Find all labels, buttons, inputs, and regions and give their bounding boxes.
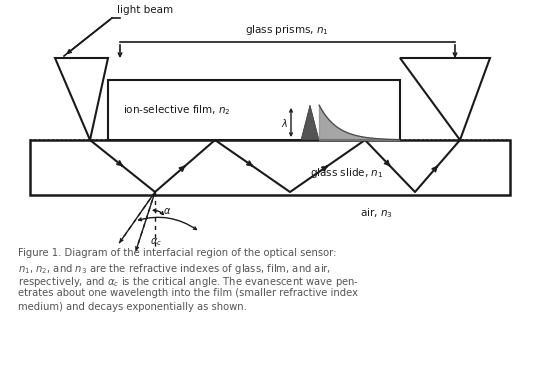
Text: ion-selective film, $n_2$: ion-selective film, $n_2$ <box>123 103 231 117</box>
Text: air, $n_3$: air, $n_3$ <box>360 206 393 220</box>
Polygon shape <box>55 58 108 140</box>
Bar <box>30 140 510 195</box>
Text: glass prisms, $n_1$: glass prisms, $n_1$ <box>245 23 329 37</box>
Text: medium) and decays exponentially as shown.: medium) and decays exponentially as show… <box>18 302 247 312</box>
Text: glass slide, $n_1$: glass slide, $n_1$ <box>310 166 383 179</box>
Text: $\alpha$: $\alpha$ <box>163 206 171 216</box>
Polygon shape <box>301 105 319 140</box>
Text: light beam: light beam <box>117 5 173 15</box>
Bar <box>108 80 400 140</box>
Text: Figure 1. Diagram of the interfacial region of the optical sensor:: Figure 1. Diagram of the interfacial reg… <box>18 248 336 258</box>
Text: $n_1$, $n_2$, and $n_3$ are the refractive indexes of glass, film, and air,: $n_1$, $n_2$, and $n_3$ are the refracti… <box>18 261 331 276</box>
Polygon shape <box>400 58 490 140</box>
Text: etrates about one wavelength into the film (smaller refractive index: etrates about one wavelength into the fi… <box>18 288 358 298</box>
Text: respectively, and $\alpha_c$ is the critical angle. The evanescent wave pen-: respectively, and $\alpha_c$ is the crit… <box>18 275 359 289</box>
Text: $\alpha_c$: $\alpha_c$ <box>150 236 162 248</box>
Text: $\lambda$: $\lambda$ <box>281 117 288 129</box>
